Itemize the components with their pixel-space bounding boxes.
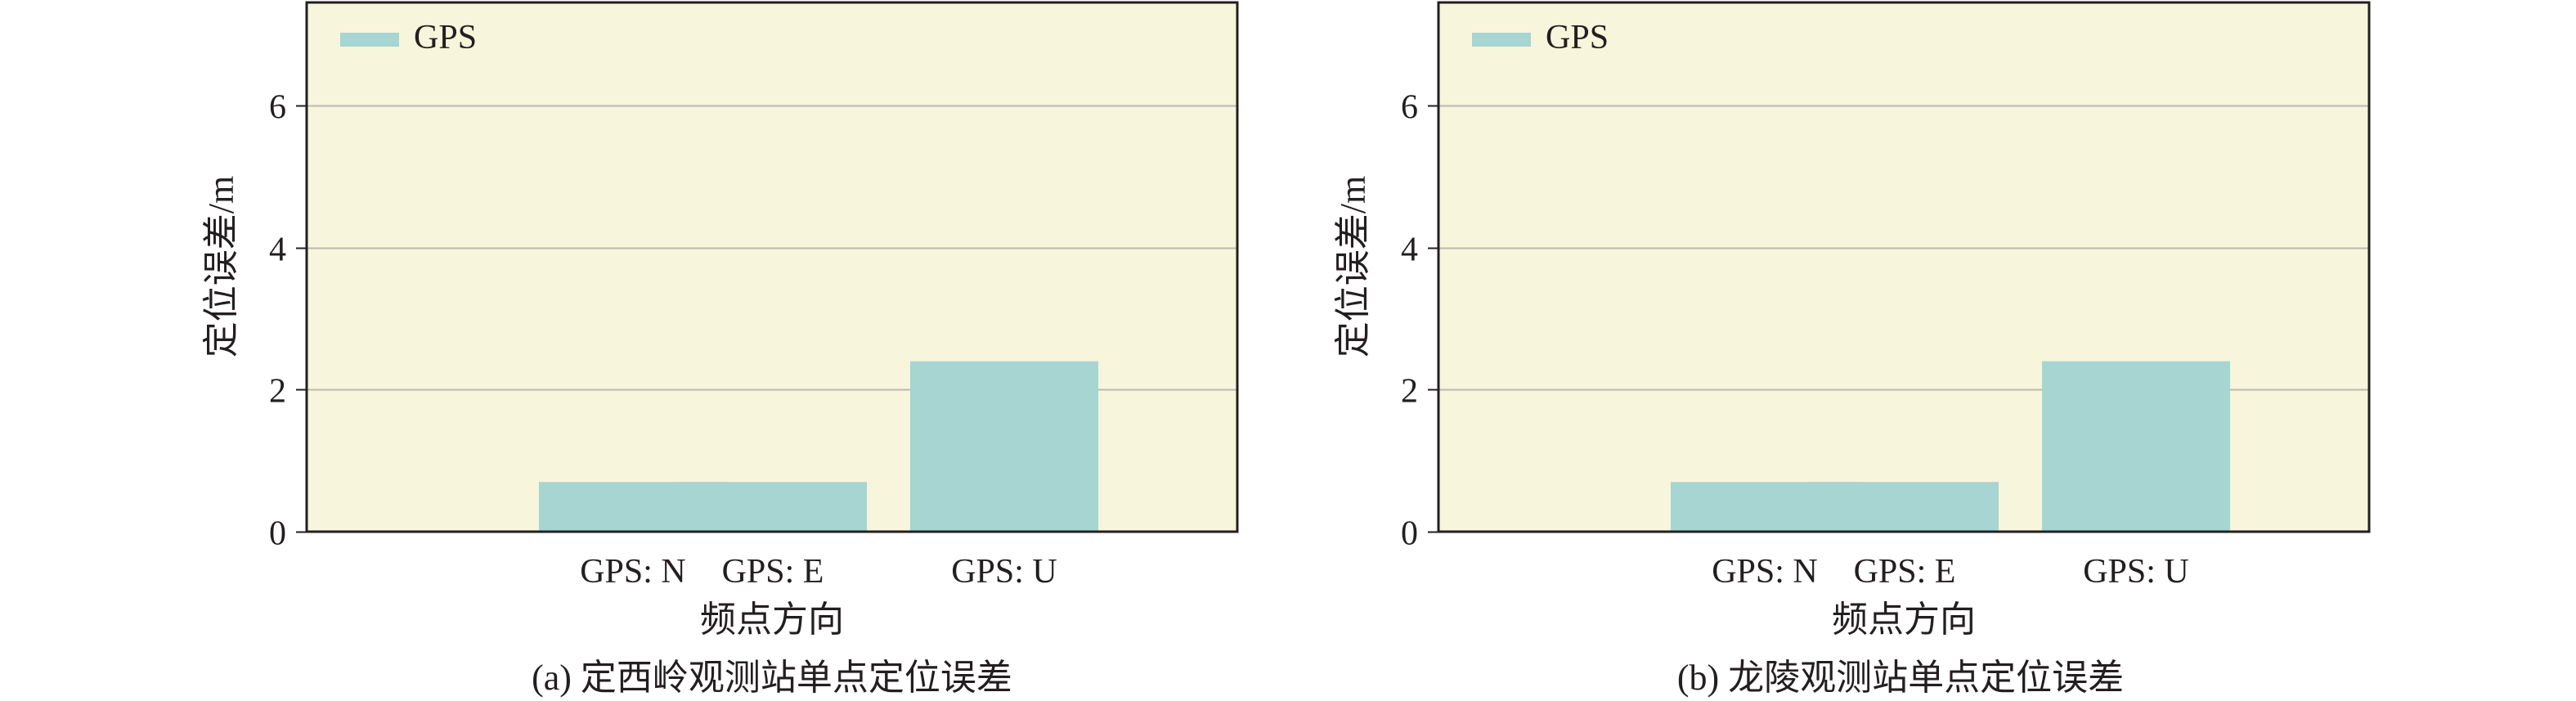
y-tick-labels: 02468101014 xyxy=(1401,89,1418,553)
y-tick-label: 4 xyxy=(269,231,286,269)
y-tick-label: 4 xyxy=(1401,231,1418,269)
bar xyxy=(679,482,867,532)
caption-b: (b) 龙陵观测站单点定位误差 xyxy=(1676,658,2125,698)
x-tick-label: GPS: N xyxy=(580,553,686,591)
bar xyxy=(2042,361,2230,532)
y-tick-label: 2 xyxy=(1401,373,1418,411)
x-tick-labels: GPS: N GPS: E GPS: U xyxy=(580,553,1057,591)
x-tick-label: GPS: N xyxy=(1712,553,1818,591)
bar xyxy=(910,361,1098,532)
legend-label: GPS xyxy=(1546,19,1609,56)
legend: GPS xyxy=(340,19,477,56)
x-tick-label: GPS: U xyxy=(951,553,1057,591)
bars xyxy=(1671,361,2230,532)
y-tick-label: 0 xyxy=(1401,515,1418,553)
y-tick-labels: 02468101014 xyxy=(269,89,286,553)
legend-label: GPS xyxy=(414,19,477,56)
y-tick-label: 2 xyxy=(269,373,286,411)
y-tick-label: 6 xyxy=(1401,89,1418,127)
plot-frame xyxy=(305,1,1239,533)
x-tick-label: GPS: E xyxy=(1854,553,1956,591)
bars xyxy=(539,361,1098,532)
y-tick-label: 0 xyxy=(269,515,286,553)
x-axis-label: 频点方向 xyxy=(1832,600,1976,640)
y-axis-label: 定位误差/m xyxy=(201,176,241,357)
legend: GPS xyxy=(1472,19,1609,56)
legend-swatch xyxy=(340,33,399,47)
plot-frame xyxy=(1437,1,2371,533)
axes xyxy=(296,1,1239,533)
y-tick-label: 6 xyxy=(269,89,286,127)
legend-swatch xyxy=(1472,33,1531,47)
x-tick-label: GPS: U xyxy=(2083,553,2189,591)
bar xyxy=(1811,482,1999,532)
caption-a: (a) 定西岭观测站单点定位误差 xyxy=(532,658,1012,698)
x-tick-label: GPS: E xyxy=(722,553,824,591)
x-tick-labels: GPS: N GPS: E GPS: U xyxy=(1712,553,2189,591)
y-axis-label: 定位误差/m xyxy=(1333,176,1373,357)
x-axis-label: 频点方向 xyxy=(700,600,844,640)
axes xyxy=(1428,1,2371,533)
